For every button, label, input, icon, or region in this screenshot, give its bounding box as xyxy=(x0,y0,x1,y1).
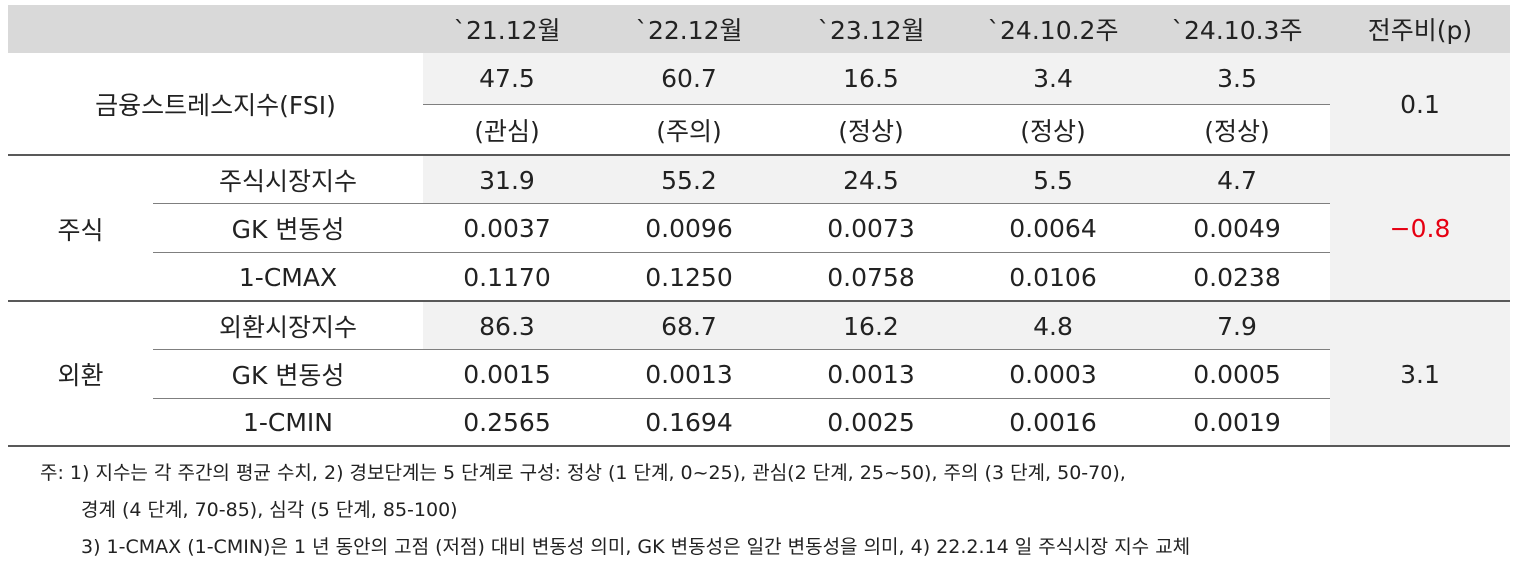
divider xyxy=(153,252,1330,253)
table-cell: 31.9 xyxy=(479,165,535,195)
fsi-values-row xyxy=(423,53,1330,104)
table-cell: 0.0025 xyxy=(827,408,915,437)
fsi-status: (관심) xyxy=(474,117,540,146)
table-cell: 0.0064 xyxy=(1009,213,1097,243)
fsi-value: 3.5 xyxy=(1217,64,1257,93)
col-header: `24.10.3주 xyxy=(1171,16,1303,45)
stock-change: −0.8 xyxy=(1330,156,1510,301)
fsi-status: (주의) xyxy=(656,117,722,146)
table-cell: 55.2 xyxy=(661,165,717,195)
fsi-value: 3.4 xyxy=(1033,64,1073,93)
table-cell: 0.0013 xyxy=(827,359,915,389)
table-cell: 0.0037 xyxy=(463,213,551,243)
footnote-line: 경계 (4 단계, 70-85), 심각 (5 단계, 85-100) xyxy=(81,499,458,521)
table-cell: 24.5 xyxy=(843,165,899,195)
table-cell: 5.5 xyxy=(1033,165,1073,195)
table-cell: 0.0019 xyxy=(1193,408,1281,437)
col-header: `22.12월 xyxy=(635,16,743,45)
divider xyxy=(153,349,1330,350)
table-cell: 0.0073 xyxy=(827,213,915,243)
footnote-line: 주: 1) 지수는 각 주간의 평균 수치, 2) 경보단계는 5 단계로 구성… xyxy=(40,462,1126,484)
fsi-status: (정상) xyxy=(838,117,904,146)
table-cell: 16.2 xyxy=(843,311,899,341)
fsi-status: (정상) xyxy=(1020,117,1086,146)
table-cell: 0.0096 xyxy=(645,213,733,243)
fsi-status: (정상) xyxy=(1204,117,1270,146)
group-label-fx: 외환 xyxy=(57,361,104,390)
row-label: 1-CMAX xyxy=(238,262,338,292)
index-row-bg xyxy=(423,302,1330,350)
fsi-table: `21.12월 `22.12월 `23.12월 `24.10.2주 `24.10… xyxy=(8,5,1510,447)
fsi-change: 0.1 xyxy=(1330,53,1510,155)
divider xyxy=(423,104,1330,105)
fsi-value: 47.5 xyxy=(479,64,535,93)
fsi-label: 금융스트레스지수(FSI) xyxy=(95,91,336,120)
col-header: `21.12월 xyxy=(453,16,561,45)
table-cell: 0.1694 xyxy=(645,408,733,437)
divider xyxy=(153,398,1330,399)
table-cell: 7.9 xyxy=(1217,311,1257,341)
table-cell: 0.0015 xyxy=(463,359,551,389)
table-cell: 86.3 xyxy=(479,311,535,341)
divider xyxy=(8,445,1510,447)
divider xyxy=(153,203,1330,204)
divider xyxy=(8,300,1510,302)
table-cell: 68.7 xyxy=(661,311,717,341)
row-label: 외환시장지수 xyxy=(218,313,357,342)
group-label-stock: 주식 xyxy=(57,215,104,245)
table-cell: 0.0049 xyxy=(1193,213,1281,243)
table-cell: 0.0758 xyxy=(827,262,915,292)
col-header: `24.10.2주 xyxy=(987,16,1119,45)
table-cell: 0.1170 xyxy=(463,262,551,292)
table-cell: 0.0106 xyxy=(1009,262,1097,292)
footnote-line: 3) 1-CMAX (1-CMIN)은 1 년 동안의 고점 (저점) 대비 변… xyxy=(81,536,1191,558)
table-cell: 4.8 xyxy=(1033,311,1073,341)
index-row-bg xyxy=(423,156,1330,204)
col-header: 전주비(p) xyxy=(1367,16,1473,45)
table-cell: 0.2565 xyxy=(463,408,551,437)
table-cell: 4.7 xyxy=(1217,165,1257,195)
row-label: GK 변동성 xyxy=(231,361,345,390)
table-header xyxy=(8,5,1510,53)
table-cell: 0.1250 xyxy=(645,262,733,292)
table-cell: 0.0238 xyxy=(1193,262,1281,292)
row-label: 주식시장지수 xyxy=(218,167,357,196)
fx-change: 3.1 xyxy=(1330,302,1510,446)
table-cell: 0.0013 xyxy=(645,359,733,389)
fsi-value: 60.7 xyxy=(661,64,717,93)
table-cell: 0.0005 xyxy=(1193,359,1281,389)
col-header: `23.12월 xyxy=(817,16,925,45)
row-label: GK 변동성 xyxy=(231,215,345,244)
table-cell: 0.0016 xyxy=(1009,408,1097,437)
row-label: 1-CMIN xyxy=(242,408,334,437)
fsi-value: 16.5 xyxy=(843,64,899,93)
table-cell: 0.0003 xyxy=(1009,359,1097,389)
footnotes: 주: 1) 지수는 각 주간의 평균 수치, 2) 경보단계는 5 단계로 구성… xyxy=(40,455,1190,566)
divider xyxy=(8,154,1510,156)
